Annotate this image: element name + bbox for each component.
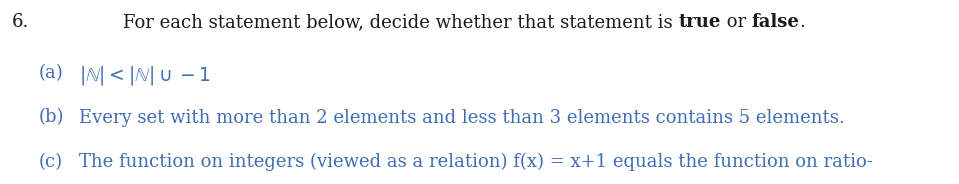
Text: (c): (c)	[38, 153, 62, 171]
Text: .: .	[799, 13, 806, 31]
Text: Every set with more than 2 elements and less than 3 elements contains 5 elements: Every set with more than 2 elements and …	[79, 109, 844, 127]
Text: $|\mathbb{N}| < |\mathbb{N}|\cup -1$: $|\mathbb{N}| < |\mathbb{N}|\cup -1$	[79, 64, 210, 87]
Text: (a): (a)	[38, 64, 63, 82]
Text: 6.: 6.	[12, 13, 29, 31]
Text: For each statement below, decide whether that statement is: For each statement below, decide whether…	[123, 13, 678, 31]
Text: true: true	[678, 13, 720, 31]
Text: or: or	[720, 13, 752, 31]
Text: The function on integers (viewed as a relation) f(x) = x+1 equals the function o: The function on integers (viewed as a re…	[79, 153, 873, 171]
Text: false: false	[752, 13, 799, 31]
Text: (b): (b)	[38, 109, 64, 127]
